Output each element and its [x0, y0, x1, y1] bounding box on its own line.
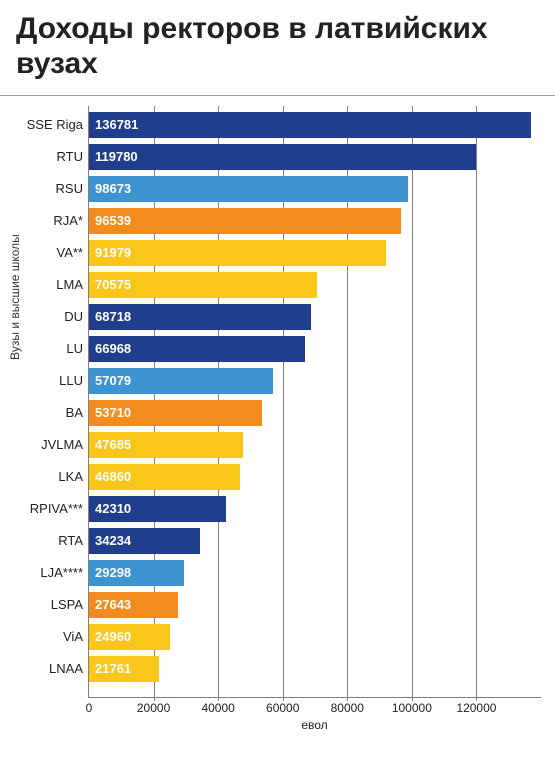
- bar: 119780: [89, 144, 476, 170]
- bar-row: LNAA21761: [89, 656, 541, 682]
- bar-row: LJA****29298: [89, 560, 541, 586]
- bar-value-label: 66968: [95, 336, 131, 362]
- category-label: LMA: [56, 272, 89, 298]
- title-divider: [0, 95, 555, 96]
- category-label: VA**: [57, 240, 90, 266]
- bar: 29298: [89, 560, 184, 586]
- bar-row: ViA24960: [89, 624, 541, 650]
- plot-region: 020000400006000080000100000120000SSE Rig…: [88, 106, 541, 698]
- category-label: RTU: [57, 144, 89, 170]
- bar-value-label: 21761: [95, 656, 131, 682]
- bar-value-label: 53710: [95, 400, 131, 426]
- bar-value-label: 34234: [95, 528, 131, 554]
- x-tick-label: 40000: [201, 697, 234, 715]
- bar-value-label: 119780: [95, 144, 138, 170]
- bar-row: LSPA27643: [89, 592, 541, 618]
- bar-row: RSU98673: [89, 176, 541, 202]
- bar-value-label: 42310: [95, 496, 131, 522]
- category-label: SSE Riga: [27, 112, 89, 138]
- bar: 98673: [89, 176, 408, 202]
- category-label: LSPA: [51, 592, 89, 618]
- chart-title: Доходы ректоров в латвийских вузах: [0, 0, 555, 89]
- bar: 27643: [89, 592, 178, 618]
- category-label: LLU: [59, 368, 89, 394]
- y-axis-label: Вузы и высшие школы: [8, 234, 22, 360]
- bar: 91979: [89, 240, 386, 266]
- category-label: RSU: [56, 176, 89, 202]
- bar-value-label: 57079: [95, 368, 131, 394]
- bar: 53710: [89, 400, 262, 426]
- bar-row: DU68718: [89, 304, 541, 330]
- category-label: RPIVA***: [30, 496, 89, 522]
- category-label: LKA: [58, 464, 89, 490]
- x-axis-label: евол: [88, 718, 541, 732]
- bar-value-label: 91979: [95, 240, 131, 266]
- bar-row: RPIVA***42310: [89, 496, 541, 522]
- bar: 57079: [89, 368, 273, 394]
- x-tick-label: 100000: [392, 697, 432, 715]
- category-label: RTA: [58, 528, 89, 554]
- bar-row: JVLMA47685: [89, 432, 541, 458]
- bar-row: LMA70575: [89, 272, 541, 298]
- x-tick-label: 60000: [266, 697, 299, 715]
- category-label: DU: [64, 304, 89, 330]
- bar-row: SSE Riga136781: [89, 112, 541, 138]
- bar: 46860: [89, 464, 240, 490]
- category-label: LNAA: [49, 656, 89, 682]
- category-label: BA: [66, 400, 89, 426]
- bar-value-label: 98673: [95, 176, 131, 202]
- chart-area: 0 20000 40000 60000 80000 100000 120000 SSE Rig…: [88, 106, 541, 734]
- bar-row: VA**91979: [89, 240, 541, 266]
- bar-row: RJA*96539: [89, 208, 541, 234]
- bar-value-label: 24960: [95, 624, 131, 650]
- bar-value-label: 136781: [95, 112, 138, 138]
- bar: 68718: [89, 304, 311, 330]
- bar: 47685: [89, 432, 243, 458]
- x-tick-label: 0: [86, 697, 93, 715]
- bar-row: LU66968: [89, 336, 541, 362]
- bar-value-label: 68718: [95, 304, 131, 330]
- category-label: LJA****: [40, 560, 89, 586]
- bar-value-label: 46860: [95, 464, 131, 490]
- bar: 34234: [89, 528, 200, 554]
- bar: 96539: [89, 208, 401, 234]
- bar: 66968: [89, 336, 305, 362]
- bar: 24960: [89, 624, 170, 650]
- bar-row: RTU119780: [89, 144, 541, 170]
- bar-value-label: 70575: [95, 272, 131, 298]
- bar-value-label: 47685: [95, 432, 131, 458]
- category-label: LU: [66, 336, 89, 362]
- bar-row: RTA34234: [89, 528, 541, 554]
- category-label: JVLMA: [41, 432, 89, 458]
- bar-row: LKA46860: [89, 464, 541, 490]
- category-label: RJA*: [53, 208, 89, 234]
- bar: 42310: [89, 496, 226, 522]
- bar-row: LLU57079: [89, 368, 541, 394]
- bar-value-label: 27643: [95, 592, 131, 618]
- category-label: ViA: [63, 624, 89, 650]
- bar-value-label: 29298: [95, 560, 131, 586]
- bar: 70575: [89, 272, 317, 298]
- x-tick-label: 20000: [137, 697, 170, 715]
- bar-value-label: 96539: [95, 208, 131, 234]
- bar-row: BA53710: [89, 400, 541, 426]
- x-tick-label: 120000: [456, 697, 496, 715]
- bar: 21761: [89, 656, 159, 682]
- bar: 136781: [89, 112, 531, 138]
- x-tick-label: 80000: [331, 697, 364, 715]
